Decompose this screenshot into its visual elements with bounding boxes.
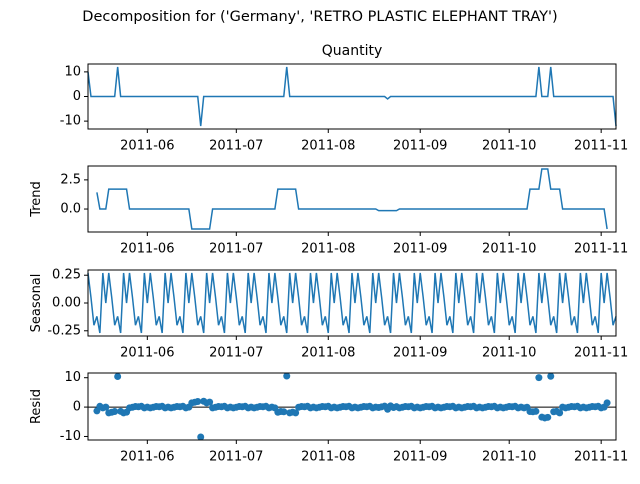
axes-frame xyxy=(87,269,617,337)
resid-point xyxy=(603,399,611,407)
y-tick-label: 0.25 xyxy=(52,268,81,283)
x-tick-label: 2011-06 xyxy=(120,346,174,361)
x-tick-label: 2011-08 xyxy=(301,242,355,257)
x-tick-label: 2011-07 xyxy=(209,242,263,257)
x-tick-label: 2011-07 xyxy=(209,139,263,154)
x-tick-label: 2011-10 xyxy=(482,346,536,361)
panel-title: Quantity xyxy=(322,43,383,59)
resid-point xyxy=(556,409,564,417)
x-tick-label: 2011-08 xyxy=(301,346,355,361)
resid-point xyxy=(197,433,205,441)
x-tick-label: 2011-09 xyxy=(393,346,447,361)
y-tick-label: 10 xyxy=(64,64,81,79)
y-tick-label: 0 xyxy=(73,89,81,104)
resid-point xyxy=(102,403,110,411)
y-tick-label: 0 xyxy=(73,400,81,415)
y-tick-label: -10 xyxy=(60,114,81,129)
resid-point xyxy=(535,374,543,382)
axes-frame xyxy=(87,165,617,233)
y-axis-label: Seasonal xyxy=(29,274,44,333)
x-tick-label: 2011-10 xyxy=(482,450,536,465)
figure-title: Decomposition for ('Germany', 'RETRO PLA… xyxy=(82,9,557,25)
resid-point xyxy=(206,398,214,406)
x-tick-label: 2011-07 xyxy=(209,346,263,361)
resid-point xyxy=(194,397,202,405)
y-tick-label: 2.5 xyxy=(60,172,81,187)
x-tick-label: 2011-11 xyxy=(574,346,628,361)
x-tick-label: 2011-08 xyxy=(301,450,355,465)
resid-point xyxy=(547,372,555,380)
y-tick-label: -10 xyxy=(60,429,81,444)
resid-point xyxy=(283,372,291,380)
series-line xyxy=(87,66,617,127)
x-tick-label: 2011-08 xyxy=(301,139,355,154)
x-tick-label: 2011-09 xyxy=(393,139,447,154)
x-tick-label: 2011-06 xyxy=(120,242,174,257)
x-tick-label: 2011-10 xyxy=(482,139,536,154)
y-axis-label: Trend xyxy=(29,181,44,218)
x-tick-label: 2011-11 xyxy=(574,242,628,257)
resid-point xyxy=(292,409,300,417)
y-axis-label: Resid xyxy=(29,389,44,424)
resid-point xyxy=(111,408,119,416)
y-tick-label: 0.00 xyxy=(52,296,81,311)
axes-frame xyxy=(87,63,617,130)
y-tick-label: 0.0 xyxy=(60,202,81,217)
x-tick-label: 2011-11 xyxy=(574,450,628,465)
x-tick-label: 2011-10 xyxy=(482,242,536,257)
series-line xyxy=(87,272,617,334)
series-line xyxy=(96,168,608,230)
x-tick-label: 2011-09 xyxy=(393,450,447,465)
x-tick-label: 2011-07 xyxy=(209,450,263,465)
y-tick-label: 10 xyxy=(64,370,81,385)
x-tick-label: 2011-06 xyxy=(120,450,174,465)
y-tick-label: -0.25 xyxy=(47,323,81,338)
resid-point xyxy=(280,408,288,416)
resid-point xyxy=(114,372,122,380)
resid-point xyxy=(532,407,540,415)
resid-point xyxy=(544,413,552,421)
x-tick-label: 2011-06 xyxy=(120,139,174,154)
x-tick-label: 2011-11 xyxy=(574,139,628,154)
axes-frame xyxy=(87,372,617,441)
x-tick-label: 2011-09 xyxy=(393,242,447,257)
